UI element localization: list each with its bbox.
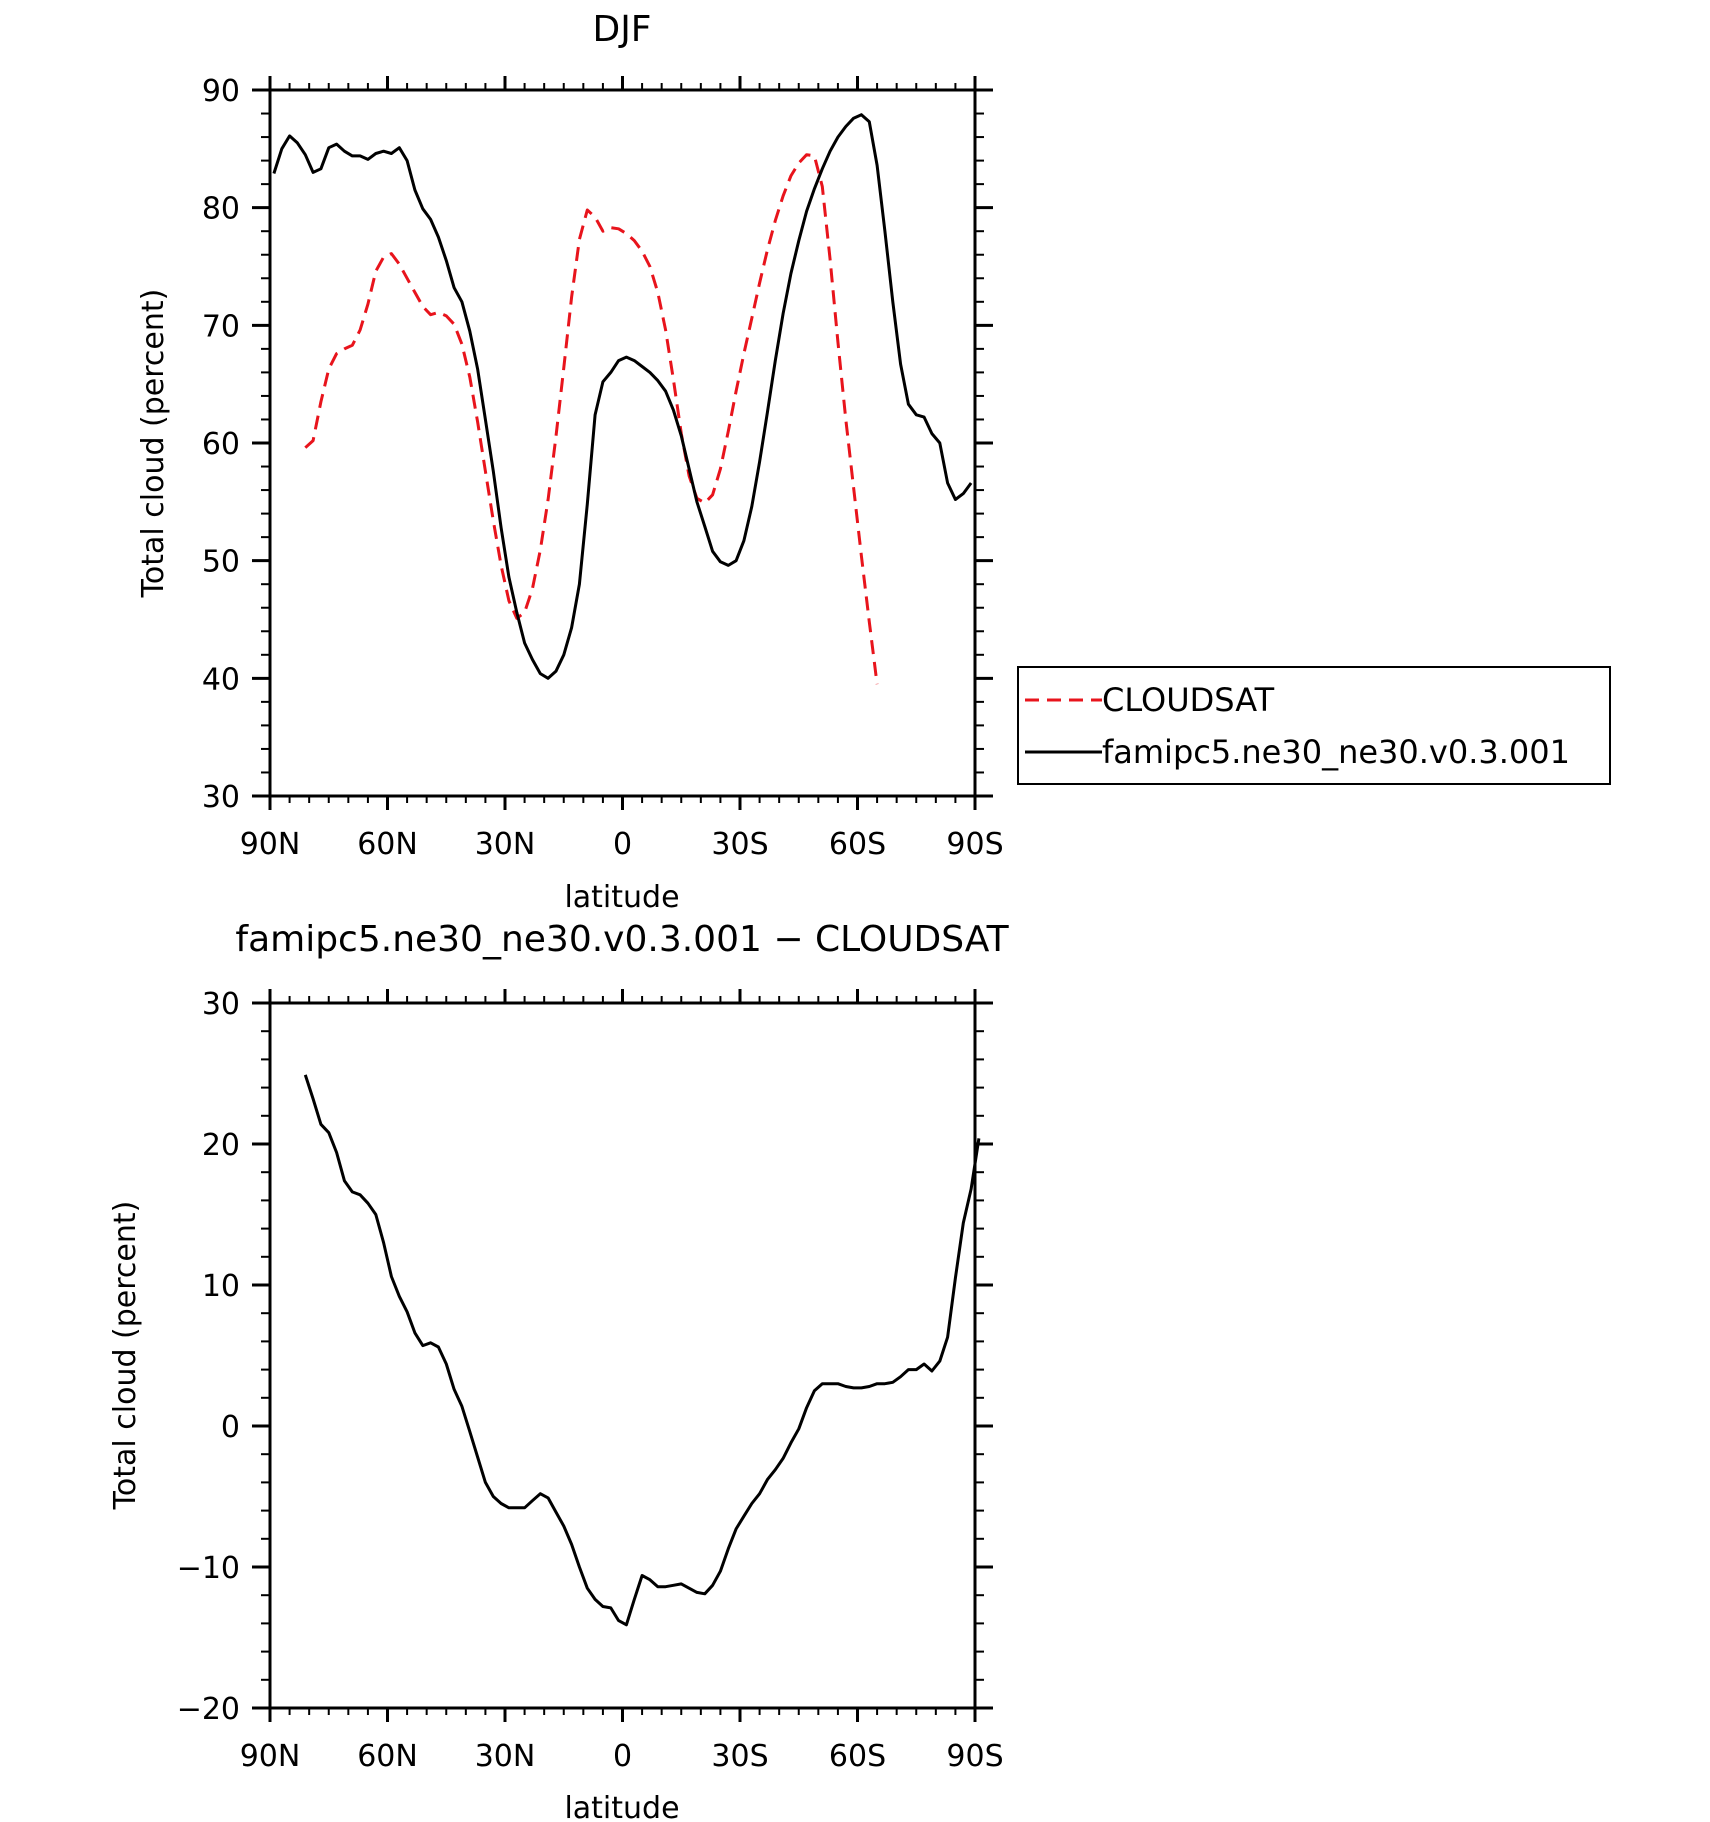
- x-tick-label: 60N: [357, 827, 418, 862]
- y-tick-label: 30: [202, 987, 240, 1022]
- bottom-plot-frame: [268, 1001, 977, 1710]
- y-tick-label: 10: [202, 1269, 240, 1304]
- y-tick-label: 60: [202, 427, 240, 462]
- bottom-axis-ticks: [252, 989, 993, 1722]
- top-y-axis-label: Total cloud (percent): [136, 289, 171, 599]
- series-line-1: [272, 113, 973, 680]
- y-tick-label: −10: [177, 1551, 240, 1586]
- x-tick-label: 30N: [475, 1739, 536, 1774]
- bottom-y-axis-label: Total cloud (percent): [108, 1201, 143, 1511]
- top-x-tick-labels: 90N 60N 30N 0 30S 60S 90S: [240, 827, 1004, 862]
- bottom-panel-title: famipc5.ne30_ne30.v0.3.001 − CLOUDSAT: [235, 919, 1009, 960]
- x-tick-label: 30S: [711, 1739, 768, 1774]
- y-tick-label: 20: [202, 1128, 240, 1163]
- legend: CLOUDSAT famipc5.ne30_ne30.v0.3.001: [1017, 666, 1611, 785]
- top-plot-frame: [268, 88, 977, 798]
- y-tick-label: 80: [202, 192, 240, 227]
- x-tick-label: 90S: [946, 827, 1003, 862]
- bottom-series-lines: [303, 1074, 981, 1627]
- y-tick-label: 90: [202, 74, 240, 109]
- bottom-x-axis-label: latitude: [564, 1791, 679, 1822]
- legend-box: [1017, 666, 1611, 785]
- y-tick-label: 40: [202, 662, 240, 697]
- y-tick-label: 70: [202, 309, 240, 344]
- legend-label-model: famipc5.ne30_ne30.v0.3.001: [1102, 733, 1570, 771]
- x-tick-label: 30S: [711, 827, 768, 862]
- x-tick-label: 90N: [240, 827, 301, 862]
- y-tick-label: 50: [202, 545, 240, 580]
- x-tick-label: 90N: [240, 1739, 301, 1774]
- top-panel: DJF 90N 60N 30N 0 30S 60S 90S 30 40 50 60 70 80 90 l…: [136, 9, 1004, 915]
- top-panel-title: DJF: [592, 9, 651, 50]
- y-tick-label: 30: [202, 780, 240, 815]
- top-x-axis-label: latitude: [564, 880, 679, 915]
- top-series-lines: [272, 113, 973, 685]
- x-tick-label: 60S: [829, 827, 886, 862]
- x-tick-label: 60N: [357, 1739, 418, 1774]
- bottom-y-tick-labels: −20 −10 0 10 20 30: [177, 987, 240, 1727]
- top-y-tick-labels: 30 40 50 60 70 80 90: [202, 74, 240, 815]
- x-tick-label: 30N: [475, 827, 536, 862]
- y-tick-label: −20: [177, 1692, 240, 1727]
- top-axis-ticks: [252, 76, 993, 810]
- x-tick-label: 0: [613, 1739, 632, 1774]
- legend-label-cloudsat: CLOUDSAT: [1102, 681, 1275, 719]
- bottom-panel: famipc5.ne30_ne30.v0.3.001 − CLOUDSAT 90…: [108, 919, 1010, 1822]
- series-line-0: [304, 153, 879, 685]
- bottom-x-tick-labels: 90N 60N 30N 0 30S 60S 90S: [240, 1739, 1004, 1774]
- series-line-0: [303, 1074, 981, 1627]
- y-tick-label: 0: [221, 1410, 240, 1445]
- x-tick-label: 0: [613, 827, 632, 862]
- x-tick-label: 60S: [829, 1739, 886, 1774]
- x-tick-label: 90S: [946, 1739, 1003, 1774]
